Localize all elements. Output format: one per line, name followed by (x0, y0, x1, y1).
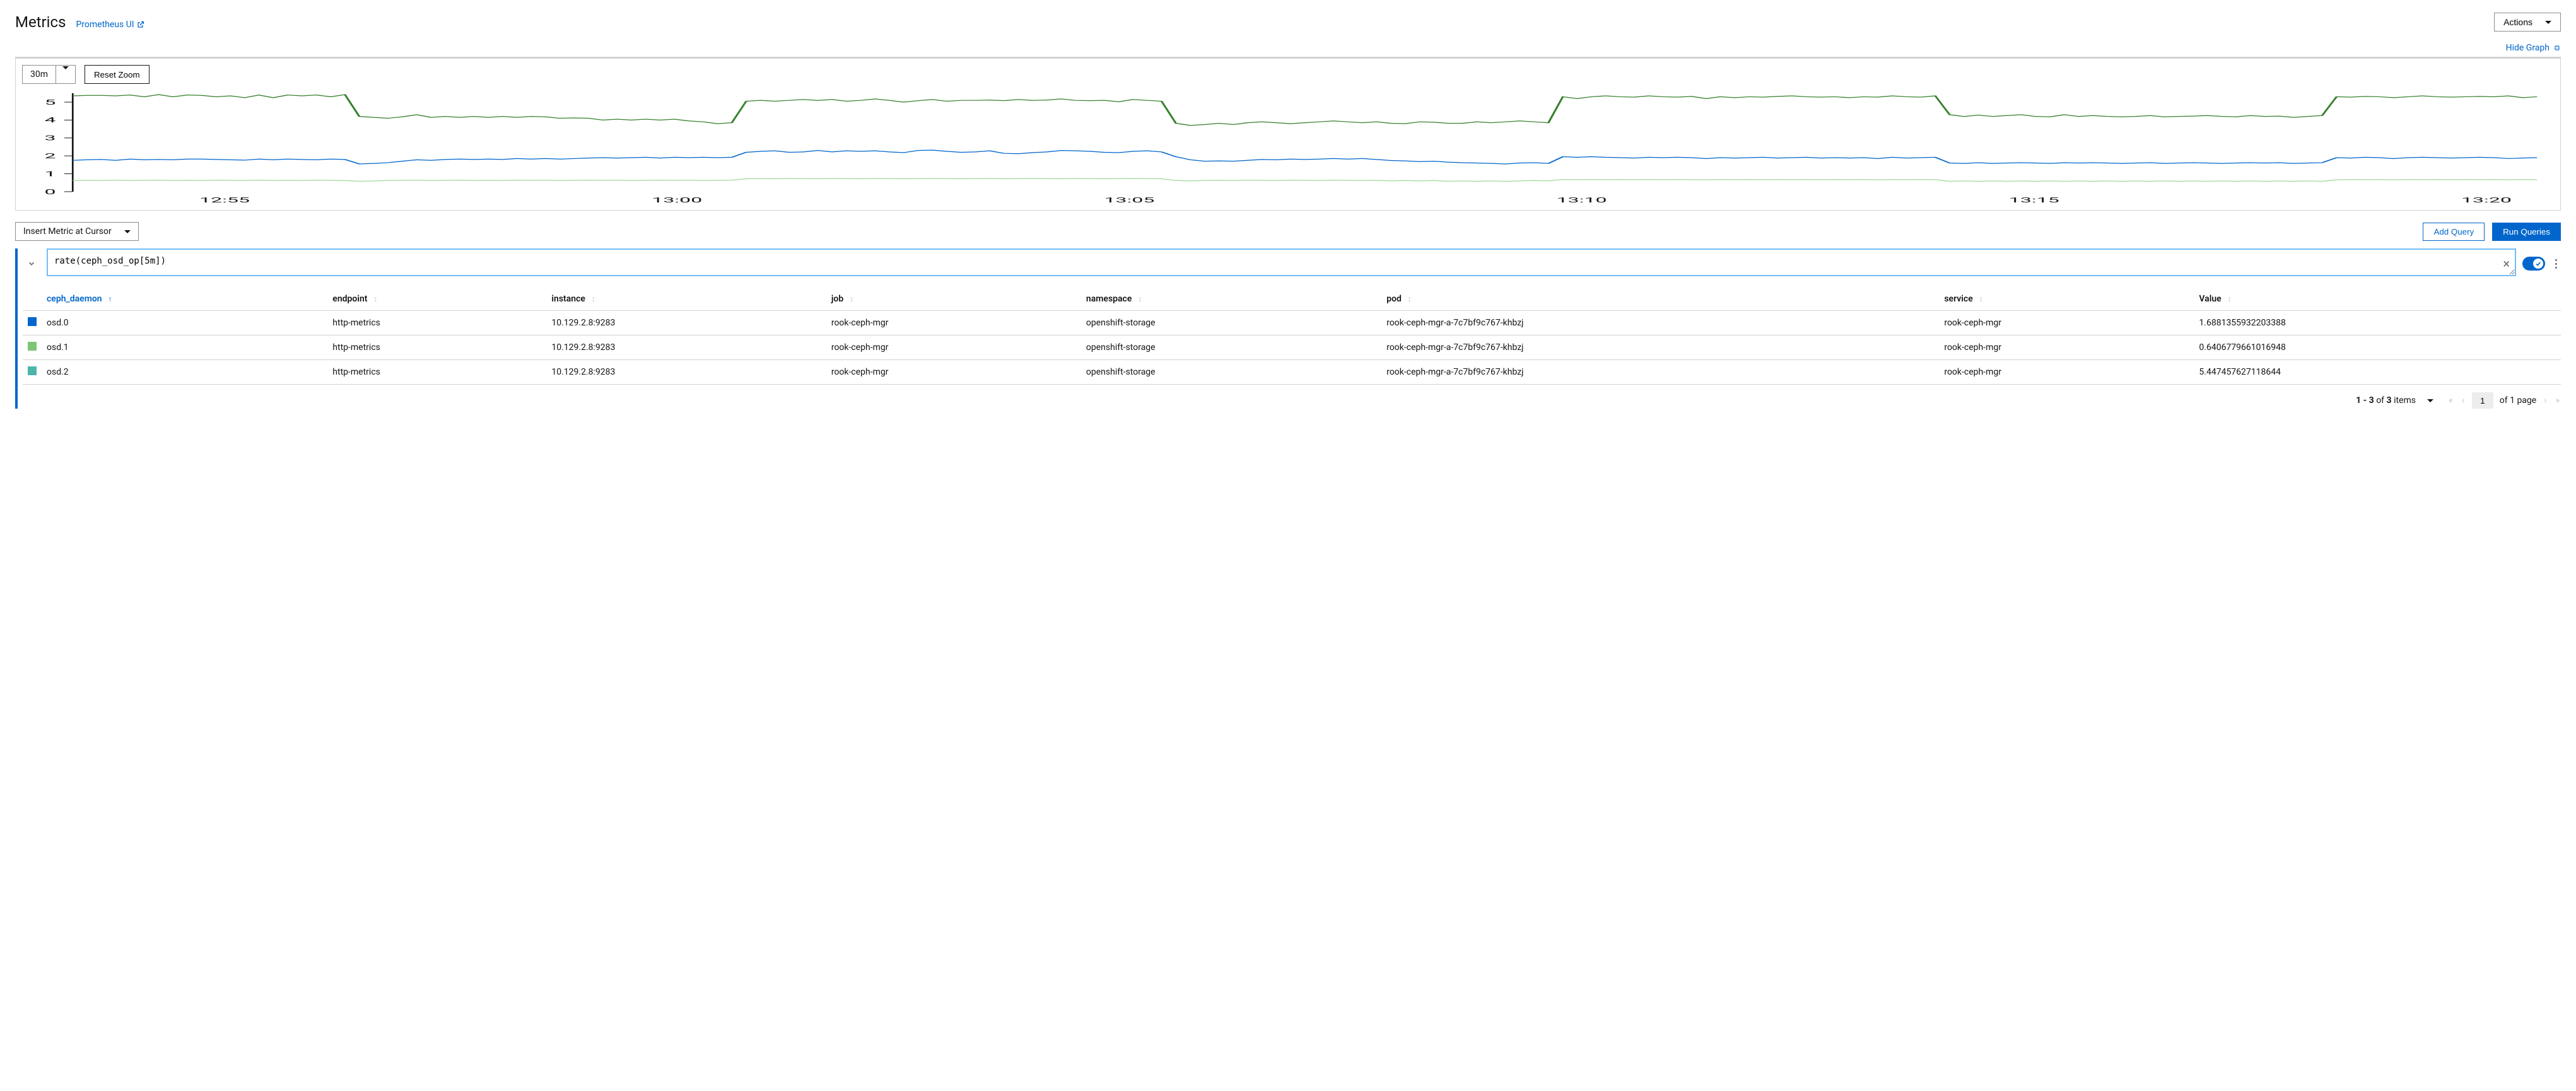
table-cell: openshift-storage (1081, 311, 1381, 335)
add-query-button[interactable]: Add Query (2423, 223, 2485, 241)
pagination-first[interactable]: « (2447, 395, 2454, 405)
graph-panel: 30m Reset Zoom 0 1 2 3 4 5 12:55 13:00 13:05 13:1… (15, 57, 2561, 211)
table-cell: 5.447457627118644 (2194, 360, 2561, 385)
page-title: Metrics (15, 13, 66, 31)
table-cell: http-metrics (327, 335, 546, 360)
table-cell: osd.0 (42, 311, 327, 335)
pagination-last[interactable]: » (2554, 395, 2561, 405)
sort-icon: ↕ (1979, 295, 1983, 303)
svg-text:0: 0 (44, 187, 56, 195)
external-link-icon (137, 21, 144, 28)
toggle-knob (2533, 259, 2543, 269)
table-cell: rook-ceph-mgr-a-7c7bf9c767-khbzj (1381, 335, 1939, 360)
sort-icon: ↕ (373, 295, 377, 303)
metrics-chart: 0 1 2 3 4 5 12:55 13:00 13:05 13:10 13:15 13:20 (22, 90, 2554, 205)
actions-label: Actions (2503, 17, 2532, 27)
table-cell: rook-ceph-mgr (1939, 360, 2194, 385)
table-cell: 10.129.2.8:9283 (546, 311, 826, 335)
table-cell: 10.129.2.8:9283 (546, 360, 826, 385)
table-cell: http-metrics (327, 311, 546, 335)
prometheus-ui-link[interactable]: Prometheus UI (76, 20, 144, 30)
table-cell: rook-ceph-mgr-a-7c7bf9c767-khbzj (1381, 360, 1939, 385)
table-cell: osd.1 (42, 335, 327, 360)
insert-metric-label: Insert Metric at Cursor (23, 226, 112, 236)
caret-down-icon (124, 230, 131, 233)
svg-text:12:55: 12:55 (199, 196, 250, 204)
table-cell: rook-ceph-mgr (826, 360, 1081, 385)
table-row: osd.2http-metrics10.129.2.8:9283rook-cep… (23, 360, 2561, 385)
table-cell: rook-ceph-mgr-a-7c7bf9c767-khbzj (1381, 311, 1939, 335)
query-actions-kebab[interactable] (2551, 255, 2561, 272)
table-cell: openshift-storage (1081, 335, 1381, 360)
table-cell: 0.6406779661016948 (2194, 335, 2561, 360)
collapse-query-button[interactable] (23, 255, 40, 272)
column-header-namespace[interactable]: namespace↕ (1081, 288, 1381, 311)
hide-graph-label: Hide Graph (2506, 43, 2550, 53)
svg-text:2: 2 (44, 151, 56, 160)
time-range-caret (56, 66, 75, 83)
query-enabled-toggle[interactable] (2522, 257, 2545, 271)
table-cell: openshift-storage (1081, 360, 1381, 385)
sort-icon: ↕ (1408, 295, 1412, 303)
series-swatch (28, 342, 37, 351)
svg-text:13:20: 13:20 (2461, 196, 2512, 204)
pagination-items-select[interactable]: 1 - 3 of 3 items (2356, 395, 2433, 405)
series-swatch (28, 366, 37, 375)
sort-icon: ↕ (850, 295, 853, 303)
table-cell: rook-ceph-mgr (826, 311, 1081, 335)
time-range-value: 30m (23, 66, 56, 83)
svg-text:3: 3 (44, 134, 56, 142)
sort-icon: ↕ (1138, 295, 1142, 303)
column-header-value[interactable]: Value↕ (2194, 288, 2561, 311)
table-cell: rook-ceph-mgr (826, 335, 1081, 360)
column-header-ceph_daemon[interactable]: ceph_daemon↑ (42, 288, 327, 311)
results-table: ceph_daemon↑endpoint↕instance↕job↕namesp… (23, 288, 2561, 385)
column-header-pod[interactable]: pod↕ (1381, 288, 1939, 311)
sort-icon: ↑ (108, 295, 112, 303)
table-row: osd.0http-metrics10.129.2.8:9283rook-cep… (23, 311, 2561, 335)
table-cell: 10.129.2.8:9283 (546, 335, 826, 360)
table-cell: http-metrics (327, 360, 546, 385)
column-header-endpoint[interactable]: endpoint↕ (327, 288, 546, 311)
svg-text:13:00: 13:00 (652, 196, 702, 204)
chevron-down-icon (27, 259, 36, 268)
pagination-page-label: of 1 page (2500, 395, 2536, 405)
svg-text:1: 1 (44, 170, 56, 178)
insert-metric-dropdown[interactable]: Insert Metric at Cursor (15, 222, 139, 241)
table-cell: rook-ceph-mgr (1939, 335, 2194, 360)
column-header-job[interactable]: job↕ (826, 288, 1081, 311)
pagination-page-input[interactable] (2472, 392, 2493, 409)
svg-text:4: 4 (44, 116, 56, 124)
compress-icon (2553, 44, 2561, 52)
sort-icon: ↕ (2228, 295, 2232, 303)
caret-down-icon (2545, 21, 2551, 24)
table-cell: osd.2 (42, 360, 327, 385)
svg-text:13:10: 13:10 (1557, 196, 1607, 204)
check-icon (2535, 260, 2541, 267)
table-cell: rook-ceph-mgr (1939, 311, 2194, 335)
time-range-select[interactable]: 30m (22, 65, 76, 84)
hide-graph-toggle[interactable]: Hide Graph (2506, 43, 2561, 53)
svg-text:13:15: 13:15 (2009, 196, 2059, 204)
svg-text:13:05: 13:05 (1104, 196, 1154, 204)
sort-icon: ↕ (592, 295, 595, 303)
prometheus-ui-label: Prometheus UI (76, 20, 134, 30)
clear-query-button[interactable]: × (2503, 257, 2510, 270)
column-header-instance[interactable]: instance↕ (546, 288, 826, 311)
caret-down-icon (2427, 399, 2433, 402)
pagination-next[interactable]: › (2543, 395, 2548, 405)
table-cell: 1.6881355932203388 (2194, 311, 2561, 335)
actions-dropdown[interactable]: Actions (2494, 13, 2561, 32)
pagination-prev[interactable]: ‹ (2461, 395, 2466, 405)
column-header-service[interactable]: service↕ (1939, 288, 2194, 311)
series-swatch (28, 317, 37, 326)
pagination-range: 1 - 3 of 3 items (2356, 395, 2416, 405)
table-row: osd.1http-metrics10.129.2.8:9283rook-cep… (23, 335, 2561, 360)
svg-text:5: 5 (44, 98, 56, 106)
reset-zoom-button[interactable]: Reset Zoom (85, 65, 149, 84)
query-input[interactable] (47, 248, 2516, 276)
run-queries-button[interactable]: Run Queries (2492, 223, 2561, 241)
